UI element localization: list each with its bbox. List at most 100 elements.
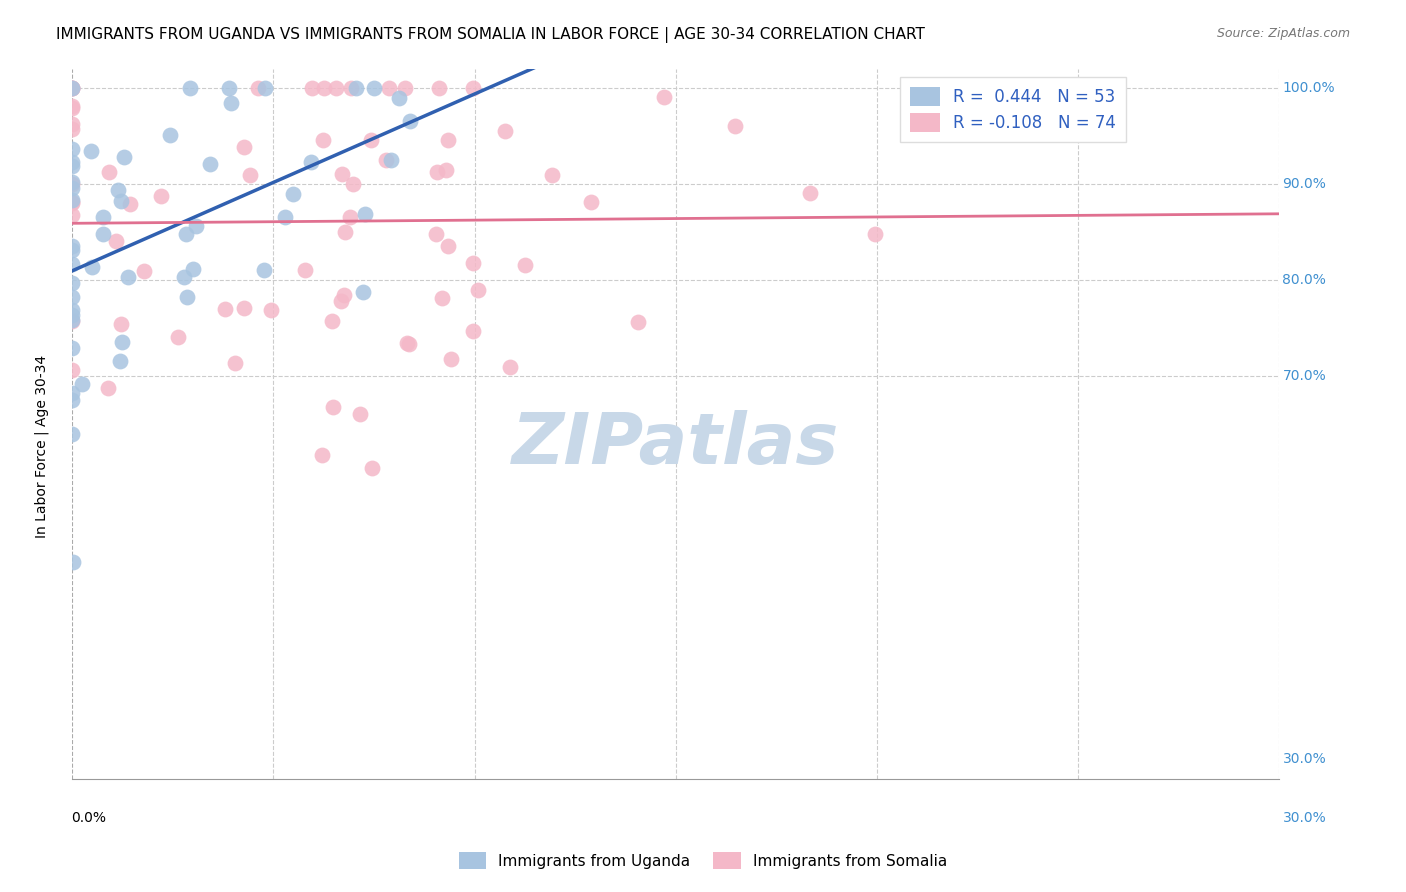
- Point: [134, 263, 156, 277]
- Point: [461, 324, 484, 338]
- Point: [246, 80, 269, 95]
- Point: [159, 128, 181, 142]
- Point: [118, 196, 141, 211]
- Point: [260, 302, 283, 317]
- Point: [60, 80, 83, 95]
- Point: [432, 291, 454, 305]
- Point: [179, 80, 201, 95]
- Point: [321, 314, 343, 328]
- Point: [60, 208, 83, 222]
- Point: [110, 334, 132, 349]
- Point: [312, 133, 335, 147]
- Point: [60, 341, 83, 355]
- Point: [176, 290, 198, 304]
- Point: [167, 329, 190, 343]
- Point: [426, 165, 449, 179]
- Point: [374, 153, 396, 167]
- Text: 0.0%: 0.0%: [72, 811, 105, 824]
- Point: [70, 376, 93, 391]
- Point: [437, 239, 460, 253]
- Point: [112, 150, 135, 164]
- Point: [440, 352, 463, 367]
- Point: [60, 155, 83, 169]
- Point: [60, 393, 83, 408]
- Point: [312, 80, 335, 95]
- Point: [499, 360, 522, 375]
- Point: [398, 114, 420, 128]
- Point: [173, 269, 195, 284]
- Point: [60, 239, 83, 253]
- Point: [186, 219, 208, 234]
- Point: [91, 211, 114, 225]
- Point: [541, 168, 564, 182]
- Text: 30.0%: 30.0%: [1282, 752, 1326, 766]
- Text: 80.0%: 80.0%: [1282, 273, 1326, 286]
- Point: [108, 353, 131, 368]
- Point: [60, 427, 83, 442]
- Point: [311, 448, 333, 462]
- Point: [60, 80, 83, 95]
- Point: [107, 183, 129, 197]
- Point: [494, 124, 516, 138]
- Point: [149, 189, 172, 203]
- Point: [60, 142, 83, 156]
- Point: [274, 210, 297, 224]
- Point: [60, 122, 83, 136]
- Point: [333, 225, 356, 239]
- Point: [627, 315, 650, 329]
- Point: [98, 165, 121, 179]
- Point: [93, 227, 115, 241]
- Point: [60, 159, 83, 173]
- Point: [218, 80, 240, 95]
- Point: [60, 180, 83, 194]
- Point: [281, 186, 304, 201]
- Text: 100.0%: 100.0%: [1282, 80, 1336, 95]
- Point: [110, 318, 132, 332]
- Point: [60, 117, 83, 131]
- Point: [654, 89, 676, 103]
- Point: [863, 227, 886, 242]
- Point: [60, 363, 83, 377]
- Point: [427, 80, 450, 95]
- Point: [60, 80, 83, 95]
- Point: [363, 80, 385, 95]
- Point: [463, 256, 485, 270]
- Point: [461, 80, 484, 95]
- Point: [60, 101, 83, 115]
- Point: [398, 337, 420, 351]
- Point: [322, 400, 344, 414]
- Point: [1090, 124, 1112, 138]
- Legend: Immigrants from Uganda, Immigrants from Somalia: Immigrants from Uganda, Immigrants from …: [453, 846, 953, 875]
- Point: [60, 386, 83, 401]
- Point: [342, 178, 364, 192]
- Text: Source: ZipAtlas.com: Source: ZipAtlas.com: [1216, 27, 1350, 40]
- Point: [60, 313, 83, 327]
- Point: [354, 207, 377, 221]
- Point: [579, 194, 602, 209]
- Point: [340, 80, 363, 95]
- Point: [346, 80, 368, 95]
- Legend: R =  0.444   N = 53, R = -0.108   N = 74: R = 0.444 N = 53, R = -0.108 N = 74: [900, 77, 1126, 142]
- Point: [174, 227, 197, 242]
- Point: [224, 356, 246, 370]
- Point: [104, 235, 127, 249]
- Point: [394, 80, 416, 95]
- Point: [330, 294, 353, 309]
- Point: [377, 80, 399, 95]
- Point: [80, 260, 103, 274]
- Point: [60, 80, 83, 95]
- Point: [332, 287, 354, 301]
- Text: 30.0%: 30.0%: [1282, 811, 1326, 824]
- Point: [60, 243, 83, 257]
- Point: [360, 133, 382, 147]
- Text: 70.0%: 70.0%: [1282, 368, 1326, 383]
- Point: [62, 555, 84, 569]
- Point: [799, 186, 821, 201]
- Point: [360, 460, 382, 475]
- Point: [60, 177, 83, 191]
- Point: [349, 407, 371, 421]
- Point: [301, 80, 323, 95]
- Point: [60, 193, 83, 207]
- Point: [60, 314, 83, 328]
- Point: [325, 80, 347, 95]
